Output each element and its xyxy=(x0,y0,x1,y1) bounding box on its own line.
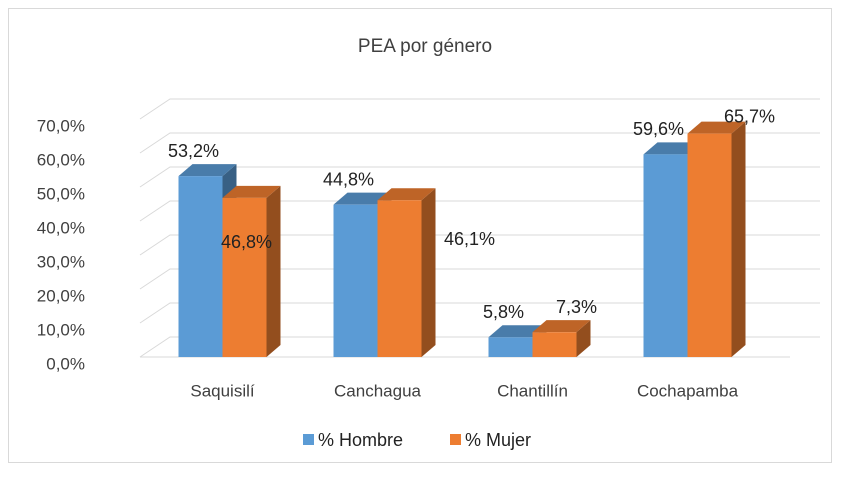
grid-line xyxy=(139,302,820,324)
grid-line xyxy=(139,234,820,256)
data-label: 5,8% xyxy=(483,302,524,322)
y-tick-label: 20,0% xyxy=(37,286,85,305)
legend-swatch xyxy=(450,434,461,445)
bar xyxy=(687,133,732,357)
data-label: 7,3% xyxy=(556,297,597,317)
grid-line xyxy=(139,268,820,290)
bar-side xyxy=(576,320,591,357)
bar-top xyxy=(377,188,436,201)
bar xyxy=(377,200,422,357)
bar-top xyxy=(178,164,237,177)
data-label: 53,2% xyxy=(168,141,219,161)
bar xyxy=(532,332,577,357)
y-tick-label: 60,0% xyxy=(37,150,85,169)
y-tick-label: 0,0% xyxy=(46,354,85,373)
grid-line xyxy=(139,132,820,154)
data-label: 65,7% xyxy=(724,106,775,126)
bar xyxy=(222,197,267,357)
bar-top xyxy=(488,325,547,338)
bar xyxy=(488,337,533,357)
data-label: 46,8% xyxy=(221,232,272,252)
x-tick-label: Cochapamba xyxy=(637,381,739,400)
legend-swatch xyxy=(303,434,314,445)
grid-line xyxy=(139,98,820,120)
data-label: 44,8% xyxy=(323,169,374,189)
data-label: 46,1% xyxy=(444,229,495,249)
bar-side xyxy=(266,185,281,357)
y-tick-label: 10,0% xyxy=(37,320,85,339)
bar xyxy=(178,176,223,357)
bar-side xyxy=(731,121,746,358)
bar-top xyxy=(222,185,281,198)
bar xyxy=(333,204,378,357)
y-tick-label: 40,0% xyxy=(37,218,85,237)
y-tick-label: 50,0% xyxy=(37,184,85,203)
bar-top xyxy=(333,192,392,205)
bar-top xyxy=(532,320,591,333)
bar-top xyxy=(643,142,702,155)
bar-side xyxy=(421,188,436,357)
y-tick-label: 30,0% xyxy=(37,252,85,271)
y-tick-label: 70,0% xyxy=(37,116,85,135)
grid-line xyxy=(139,166,820,188)
legend-label: % Hombre xyxy=(318,430,403,450)
chart-title: PEA por género xyxy=(358,36,492,57)
x-tick-label: Canchagua xyxy=(334,381,422,400)
x-tick-label: Saquisilí xyxy=(190,381,255,400)
legend-label: % Mujer xyxy=(465,430,531,450)
bar-top xyxy=(687,121,746,134)
grid-line xyxy=(139,200,820,222)
bar xyxy=(643,154,688,357)
x-tick-label: Chantillín xyxy=(497,381,568,400)
data-label: 59,6% xyxy=(633,119,684,139)
grid-line xyxy=(139,336,820,358)
